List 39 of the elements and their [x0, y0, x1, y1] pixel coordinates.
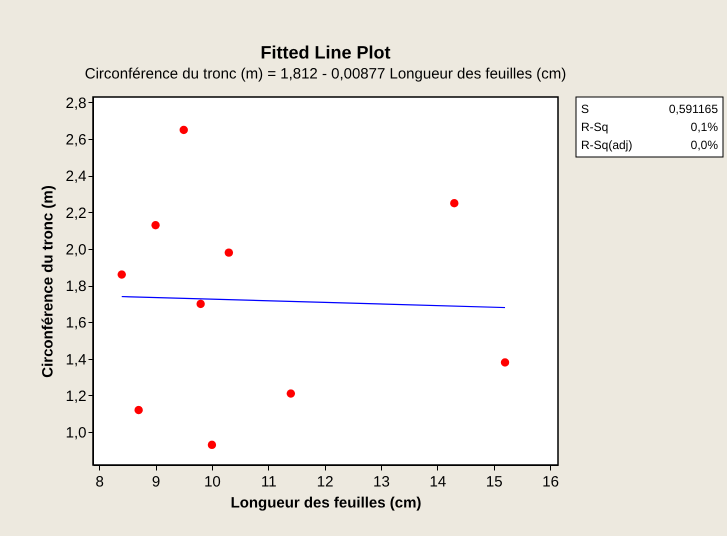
- y-tick-label: 2,2: [66, 204, 86, 222]
- x-tick-label: 12: [316, 474, 334, 490]
- y-tick-label: 2,8: [66, 94, 86, 112]
- y-tick-label: 1,6: [66, 314, 86, 332]
- y-tick-label: 2,4: [66, 168, 86, 186]
- chart-subtitle: Circonférence du tronc (m) = 1,812 - 0,00877 Longueur des feuilles (cm): [84, 65, 566, 82]
- point: [500, 358, 510, 367]
- x-tick-label: 10: [204, 474, 221, 490]
- text: S: [581, 102, 590, 116]
- point: [286, 389, 296, 398]
- text: R-Sq(adj): [581, 138, 632, 152]
- y-tick-label: 1,8: [66, 278, 86, 296]
- text: R-Sq: [581, 120, 608, 134]
- y-tick-label: 2,0: [66, 241, 86, 258]
- point: [134, 406, 143, 414]
- x-tick-label: 11: [261, 474, 277, 490]
- x-tick-label: 8: [96, 474, 104, 490]
- point: [180, 126, 188, 134]
- text: 0,1%: [690, 120, 718, 134]
- y-axis-title: Circonférence du tronc (m): [40, 185, 57, 378]
- x-tick-label: 14: [430, 474, 446, 490]
- y-tick-label: 1,2: [66, 388, 86, 405]
- x-tick-label: 15: [486, 474, 503, 490]
- text: 0,0%: [690, 138, 718, 152]
- x-axis-title: Longueur des feuilles (cm): [230, 494, 422, 512]
- chart-title: Fitted Line Plot: [260, 42, 390, 62]
- point: [224, 248, 234, 257]
- point: [208, 440, 216, 450]
- point: [118, 270, 126, 279]
- text: 0,591165: [668, 102, 718, 116]
- x-tick-label: 9: [152, 474, 160, 490]
- point: [196, 300, 205, 308]
- point: [151, 220, 160, 230]
- x-tick-label: 16: [542, 474, 559, 490]
- y-tick-label: 1,0: [66, 424, 86, 442]
- point: [450, 199, 458, 208]
- y-tick-label: 2,6: [66, 132, 86, 149]
- y-tick-label: 1,4: [66, 351, 86, 368]
- x-tick-label: 13: [373, 474, 390, 490]
